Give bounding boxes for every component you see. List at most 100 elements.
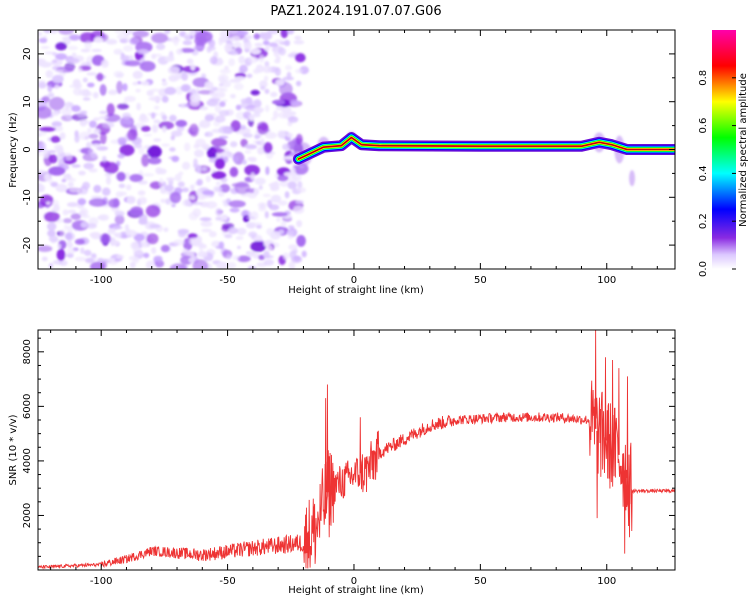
spectrogram-noise-blob [112,240,119,246]
spectrogram-noise-blob [177,228,190,235]
spectrogram-noise-blob [219,183,231,193]
spectrogram-noise-blob [145,260,155,269]
snr-y-tick-label: 8000 [22,339,33,364]
spectrogram-noise-blob [267,30,279,35]
spectrogram-noise-blob [137,190,146,196]
spectrogram-noise-blob [289,99,300,105]
spectrogram-noise-blob [137,49,149,55]
snr-ylabel: SNR (10 * v/v) [8,414,19,485]
spectrogram-noise-blob [155,167,163,175]
spectrogram-noise-blob [53,204,60,212]
spectrogram-noise-blob [161,81,168,87]
spectrogram-noise-blob [274,39,284,43]
spectrogram-noise-blob [247,251,254,257]
spectrogram-noise-blob [260,85,266,91]
spectrogram-noise-blob [242,133,253,138]
spectrogram-noise-blob [164,55,175,62]
spectrogram-noise-blob [212,186,220,193]
spectrogram-noise-blob [169,263,187,269]
spectrogram-y-tick-label: -10 [22,189,33,205]
spectrogram-noise-blob [177,181,185,188]
spectrogram-noise-blob [87,82,95,88]
spectrogram-noise-blob [184,32,191,42]
spectrogram-noise-blob [256,224,262,229]
spectrogram-noise-blob [188,237,201,246]
spectrogram-noise-blob [151,247,157,254]
spectrogram-noise-blob [215,207,223,217]
spectrogram-noise-blob [56,248,66,261]
spectrogram-noise-blob [107,258,116,262]
spectrogram-noise-blob [179,48,195,53]
spectrogram-noise-blob [150,88,160,92]
spectrogram-noise-blob [156,43,166,50]
spectrogram-noise-blob [160,198,167,203]
spectrogram-noise-blob [161,114,168,121]
spectrogram-noise-blob [288,261,296,269]
spectrogram-noise-blob [264,132,277,139]
spectrogram-noise-blob [128,55,134,62]
spectrogram-noise-blob [86,72,97,76]
spectrogram-noise-blob [264,88,270,94]
spectrogram-noise-blob [113,48,123,55]
spectrogram-noise-blob [244,164,260,176]
spectrogram-noise-blob [237,245,241,250]
spectrogram-noise-blob [233,83,244,91]
spectrogram-y-tick-label: -20 [22,237,33,253]
spectrogram-noise-blob [86,223,97,229]
spectrogram-noise-blob [264,46,270,51]
spectrogram-noise-blob [170,66,180,72]
spectrogram-noise-blob [82,97,91,101]
spectrogram-noise-blob [103,162,119,174]
spectrogram-noise-blob [79,210,86,216]
spectrogram-noise-blob [122,83,128,92]
spectrogram-noise-blob [91,253,97,259]
spectrogram-noise-blob [108,89,118,96]
spectrogram-noise-blob [86,141,92,150]
spectrogram-noise-blob [143,252,150,259]
spectrogram-noise-blob [99,233,111,245]
spectrogram-noise-blob [206,46,212,53]
spectrogram-noise-blob [49,30,58,34]
spectrogram-noise-blob [295,200,304,204]
spectrogram-noise-blob [132,81,139,86]
spectrogram-noise-blob [133,233,145,242]
spectrogram-noise-blob [201,167,207,171]
spectrogram-noise-blob [250,172,256,181]
spectrogram-noise-blob [45,201,51,205]
spectrogram-noise-blob [126,195,136,205]
spectrogram-noise-blob [48,92,55,97]
spectrogram-noise-blob [66,202,79,208]
spectrogram-noise-blob [265,166,270,176]
spectrogram-noise-blob [219,68,231,74]
spectrogram-noise-blob [220,87,228,93]
spectrogram-noise-blob [56,146,64,154]
spectrogram-noise-blob [211,94,218,99]
spectrogram-noise-blob [196,178,203,186]
spectrogram-noise-blob [104,113,121,123]
spectrogram-noise-blob [254,99,262,108]
spectrogram-noise-blob [182,161,191,170]
spectrogram-noise-blob [180,255,194,265]
spectrogram-noise-blob [96,72,104,82]
spectrogram-noise-blob [150,95,162,102]
spectrogram-noise-blob [40,46,50,49]
colorbar-label: Normalized spectral amplitude [738,73,749,227]
spectrogram-noise-blob [198,123,204,128]
spectrogram-noise-blob [125,228,131,237]
spectrogram-noise-blob [175,119,188,128]
spectrogram-noise-blob [235,236,244,240]
snr-ticks: -100 -50 0 50 100 2000 4000 6000 8000 [22,330,675,587]
spectrogram-noise-blob [67,57,80,64]
spectrogram-noise-blob [112,225,123,230]
spectrogram-noise-blob [140,81,150,86]
spectrogram-noise-blob [209,97,221,102]
spectrogram-noise-blob [204,131,214,137]
spectrogram-noise-blob [181,72,189,81]
spectrogram-noise-blob [219,30,230,38]
spectrogram-noise-blob [231,182,249,188]
spectrogram-noise-blob [204,114,215,122]
spectrogram-noise-blob [83,162,95,170]
spectrogram-noise-blob [80,221,88,228]
spectrogram-noise-blob [242,159,247,165]
